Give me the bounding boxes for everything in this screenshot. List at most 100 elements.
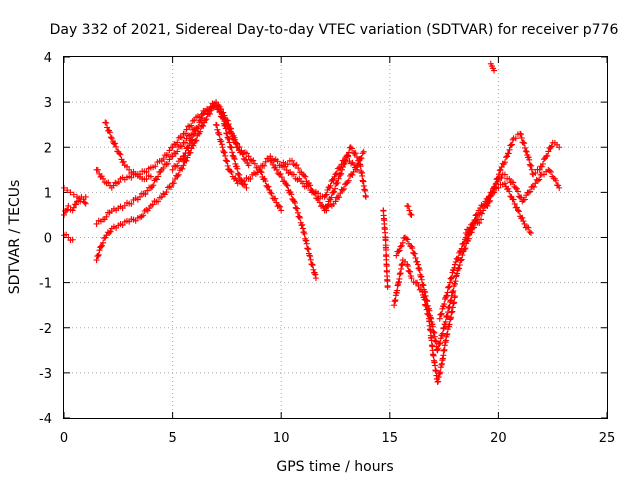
data-point xyxy=(454,270,461,277)
data-point xyxy=(525,154,532,161)
data-point xyxy=(461,246,468,253)
data-point xyxy=(339,187,346,194)
y-tick-label: 3 xyxy=(44,96,52,111)
data-point xyxy=(220,115,227,122)
data-point xyxy=(284,161,291,168)
data-point xyxy=(512,135,519,142)
data-point xyxy=(178,143,185,150)
data-point xyxy=(190,142,197,149)
data-point xyxy=(226,139,233,146)
data-point xyxy=(195,123,202,130)
data-point xyxy=(95,251,102,258)
data-point xyxy=(106,230,113,237)
data-point xyxy=(335,175,342,182)
data-point xyxy=(297,214,304,221)
data-point xyxy=(349,171,356,178)
series-arc-21 xyxy=(484,130,563,209)
data-point xyxy=(158,193,165,200)
data-point xyxy=(272,195,279,202)
data-point xyxy=(72,201,79,208)
data-point xyxy=(405,267,412,274)
y-tick-label: -4 xyxy=(39,412,52,427)
data-point xyxy=(526,228,533,235)
series-arc-10 xyxy=(217,105,250,191)
data-point xyxy=(412,254,419,261)
data-point xyxy=(152,163,159,170)
data-point xyxy=(458,245,465,252)
data-point xyxy=(276,203,283,210)
data-point xyxy=(265,183,272,190)
data-point xyxy=(229,149,236,156)
data-point xyxy=(384,284,391,291)
data-point xyxy=(404,236,411,243)
data-point xyxy=(175,171,182,178)
series-arc-11 xyxy=(234,143,285,214)
data-point xyxy=(436,340,443,347)
data-point xyxy=(188,137,195,144)
data-point xyxy=(323,191,330,198)
data-point xyxy=(284,182,291,189)
data-point xyxy=(517,131,524,138)
data-point xyxy=(182,130,189,137)
x-tick-label: 15 xyxy=(382,431,399,446)
data-point xyxy=(188,122,195,129)
series-arc-7 xyxy=(102,119,154,183)
data-point xyxy=(466,226,473,233)
data-point xyxy=(512,184,519,191)
data-point xyxy=(216,131,223,138)
data-point xyxy=(258,169,265,176)
data-point xyxy=(340,185,347,192)
data-point xyxy=(545,148,552,155)
data-point xyxy=(441,301,448,308)
data-point xyxy=(403,235,410,242)
data-point xyxy=(486,197,493,204)
data-point xyxy=(491,184,498,191)
data-point xyxy=(521,220,528,227)
data-point xyxy=(144,187,151,194)
data-point xyxy=(70,204,77,211)
data-point xyxy=(514,188,521,195)
data-point xyxy=(519,214,526,221)
data-point xyxy=(112,140,119,147)
data-point xyxy=(169,153,176,160)
x-tick-label: 25 xyxy=(599,431,616,446)
data-point xyxy=(99,242,106,249)
data-point xyxy=(498,164,505,171)
data-point xyxy=(137,193,144,200)
data-point xyxy=(170,180,177,187)
data-point xyxy=(199,114,206,121)
x-tick-label: 5 xyxy=(168,431,176,446)
data-point xyxy=(236,175,243,182)
data-point xyxy=(484,202,491,209)
data-point xyxy=(245,153,252,160)
data-point xyxy=(293,161,300,168)
data-point xyxy=(455,254,462,261)
data-point xyxy=(115,179,122,186)
data-point xyxy=(228,169,235,176)
data-point xyxy=(490,188,497,195)
data-point xyxy=(147,173,154,180)
series-arc-12 xyxy=(267,157,319,282)
data-point xyxy=(218,138,225,145)
data-point xyxy=(446,279,453,286)
data-point xyxy=(222,152,229,159)
data-point xyxy=(169,166,176,173)
data-point xyxy=(183,135,190,142)
data-point xyxy=(250,157,257,164)
data-point xyxy=(275,202,282,209)
data-point xyxy=(411,250,418,257)
data-point xyxy=(104,124,111,131)
data-point xyxy=(294,205,301,212)
data-point xyxy=(526,156,533,163)
data-point xyxy=(510,196,517,203)
data-point xyxy=(233,140,240,147)
data-point xyxy=(534,177,541,184)
data-point xyxy=(169,144,176,151)
x-tick-label: 20 xyxy=(490,431,507,446)
data-point xyxy=(505,150,512,157)
data-point xyxy=(443,293,450,300)
data-point xyxy=(247,175,254,182)
data-point xyxy=(178,134,185,141)
data-point xyxy=(278,207,285,214)
data-point xyxy=(219,144,226,151)
